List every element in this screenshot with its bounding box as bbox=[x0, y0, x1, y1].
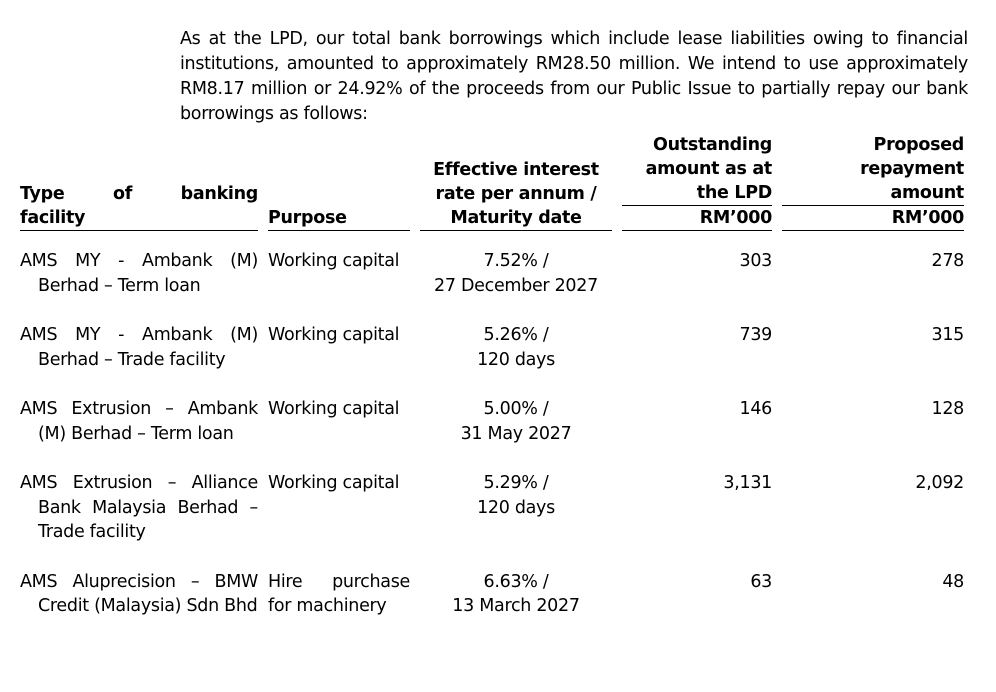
header-outstanding-line: the LPD bbox=[696, 183, 773, 203]
header-purpose: Purpose bbox=[268, 133, 410, 231]
table-row: AMS MY - Ambank (M) Berhad – Term loan Wo… bbox=[20, 249, 964, 298]
proposed-cell: 278 bbox=[931, 251, 964, 271]
header-rate-line: Maturity date bbox=[450, 208, 582, 228]
rate-maturity-cell: 5.29% / 120 days bbox=[420, 471, 612, 545]
purpose-cell: Hire purchase for machinery bbox=[268, 571, 410, 617]
maturity-date: 120 days bbox=[477, 349, 555, 370]
purpose-cell: Working capital bbox=[268, 251, 400, 271]
header-proposed: Proposed repayment amount bbox=[782, 133, 964, 206]
header-rate: Effective interest rate per annum / Matu… bbox=[420, 133, 612, 231]
table-row: AMS Extrusion – Alliance Bank Malaysia B… bbox=[20, 471, 964, 545]
table-body: AMS MY - Ambank (M) Berhad – Term loan Wo… bbox=[20, 231, 964, 619]
header-outstanding-line: Outstanding bbox=[653, 135, 772, 155]
maturity-date: 13 March 2027 bbox=[452, 596, 580, 616]
outstanding-cell: 303 bbox=[739, 251, 772, 271]
rate: 5.00% / bbox=[483, 399, 549, 419]
header-proposed-line: Proposed bbox=[873, 135, 965, 155]
intro-paragraph: As at the LPD, our total bank borrowings… bbox=[180, 28, 968, 124]
rate: 7.52% / bbox=[483, 251, 549, 271]
outstanding-cell: 739 bbox=[739, 325, 772, 345]
maturity-date: 27 December 2027 bbox=[434, 275, 598, 296]
maturity-date: 120 days bbox=[477, 497, 555, 518]
proposed-cell: 2,092 bbox=[915, 473, 964, 493]
table-row: AMS MY - Ambank (M) Berhad – Trade facil… bbox=[20, 323, 964, 372]
rate: 5.29% / bbox=[483, 473, 549, 493]
row-spacer bbox=[20, 545, 964, 570]
facility-cell: AMS Extrusion – Alliance Bank Malaysia B… bbox=[20, 473, 258, 542]
rate-maturity-cell: 5.26% / 120 days bbox=[420, 323, 612, 372]
header-outstanding-line: amount as at bbox=[645, 159, 773, 179]
header-outstanding-unit: RM’000 bbox=[622, 206, 772, 231]
header-type: Type of banking facility bbox=[20, 133, 258, 231]
outstanding-cell: 3,131 bbox=[723, 473, 772, 493]
header-rate-line: Effective interest bbox=[433, 160, 599, 180]
header-proposed-line: repayment bbox=[860, 159, 964, 179]
facility-cell: AMS Aluprecision – BMW Credit (Malaysia)… bbox=[20, 571, 258, 617]
row-spacer bbox=[20, 231, 964, 249]
rate-maturity-cell: 6.63% / 13 March 2027 bbox=[420, 570, 612, 619]
rate-maturity-cell: 7.52% / 27 December 2027 bbox=[420, 249, 612, 298]
purpose-cell: Working capital bbox=[268, 325, 400, 345]
bank-borrowings-table: Type of banking facility Purpose Effecti… bbox=[10, 133, 974, 619]
header-outstanding: Outstanding amount as at the LPD bbox=[622, 133, 772, 206]
row-spacer bbox=[20, 298, 964, 323]
header-proposed-unit: RM’000 bbox=[782, 206, 964, 231]
outstanding-cell: 146 bbox=[739, 399, 772, 419]
table-row: AMS Aluprecision – BMW Credit (Malaysia)… bbox=[20, 570, 964, 619]
purpose-cell: Working capital bbox=[268, 473, 400, 493]
rate: 6.63% / bbox=[483, 571, 549, 592]
header-rate-line: rate per annum / bbox=[435, 184, 597, 204]
proposed-cell: 315 bbox=[931, 325, 964, 345]
rate-maturity-cell: 5.00% / 31 May 2027 bbox=[420, 397, 612, 446]
header-type-line: facility bbox=[20, 208, 86, 228]
rate: 5.26% / bbox=[483, 325, 549, 345]
row-spacer bbox=[20, 372, 964, 397]
proposed-cell: 128 bbox=[931, 399, 964, 419]
proposed-cell: 48 bbox=[942, 571, 964, 592]
header-proposed-line: amount bbox=[890, 183, 964, 203]
maturity-date: 31 May 2027 bbox=[460, 423, 572, 444]
outstanding-cell: 63 bbox=[750, 571, 772, 592]
row-spacer bbox=[20, 446, 964, 471]
table-row: AMS Extrusion – Ambank (M) Berhad – Term… bbox=[20, 397, 964, 446]
facility-cell: AMS MY - Ambank (M) Berhad – Trade facil… bbox=[20, 325, 258, 370]
facility-cell: AMS Extrusion – Ambank (M) Berhad – Term… bbox=[20, 399, 258, 444]
purpose-cell: Working capital bbox=[268, 399, 400, 419]
header-type-line: Type of banking bbox=[20, 184, 258, 204]
facility-cell: AMS MY - Ambank (M) Berhad – Term loan bbox=[20, 251, 258, 296]
